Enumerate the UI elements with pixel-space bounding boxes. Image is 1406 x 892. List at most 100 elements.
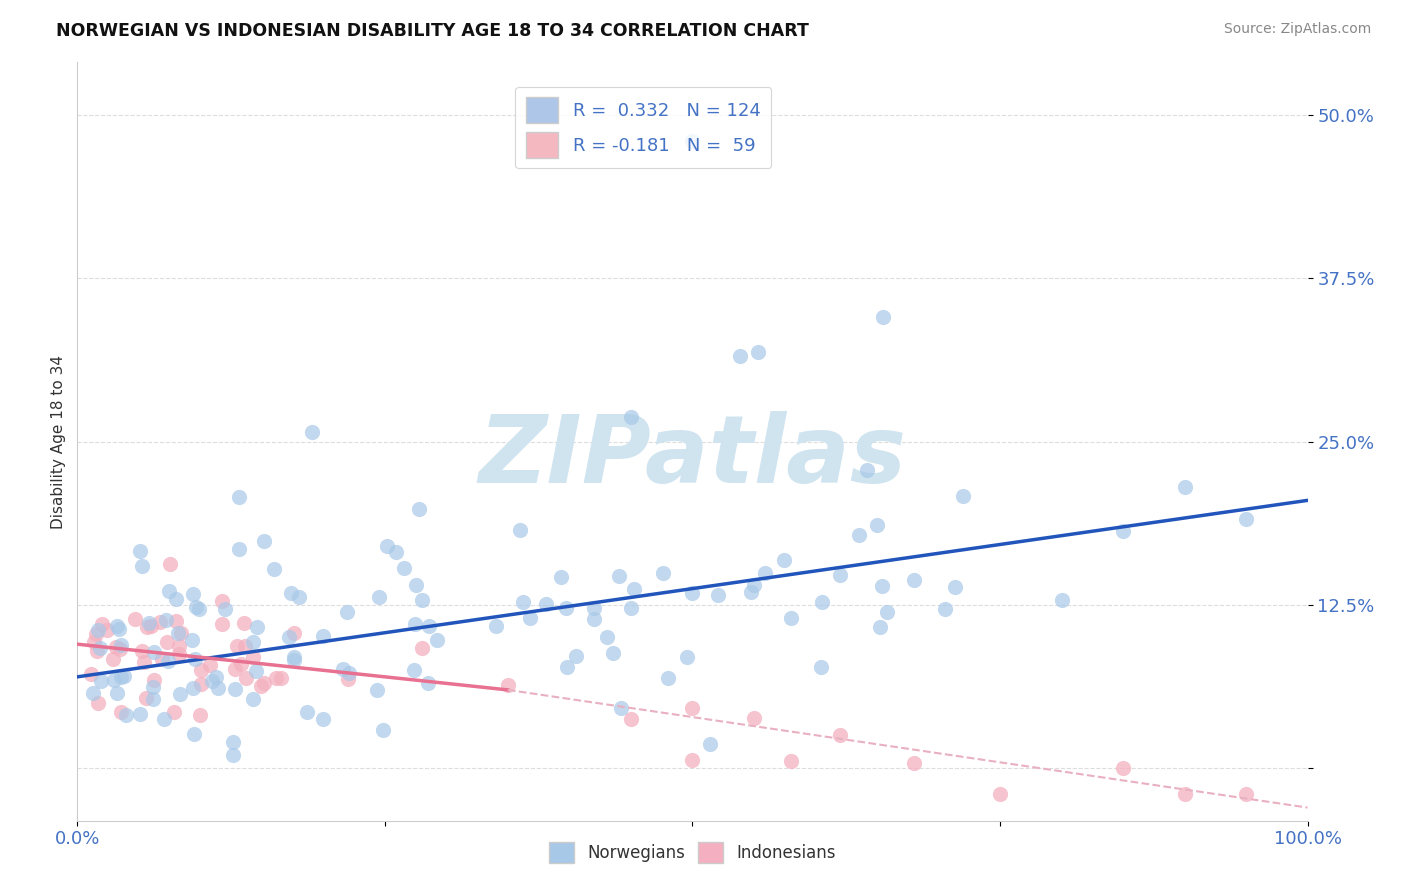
Point bbox=[876, 605, 898, 619]
Point bbox=[142, 680, 165, 694]
Legend: Norwegians, Indonesians: Norwegians, Indonesians bbox=[543, 836, 842, 869]
Point bbox=[555, 601, 578, 615]
Point bbox=[108, 641, 131, 656]
Point bbox=[252, 675, 274, 690]
Point bbox=[96, 624, 118, 638]
Point bbox=[934, 602, 956, 616]
Point bbox=[132, 655, 155, 669]
Point bbox=[810, 595, 832, 609]
Point bbox=[682, 586, 704, 600]
Point bbox=[411, 593, 433, 607]
Point bbox=[115, 707, 138, 722]
Point bbox=[89, 640, 111, 655]
Y-axis label: Disability Age 18 to 34: Disability Age 18 to 34 bbox=[51, 354, 66, 529]
Point bbox=[200, 673, 222, 688]
Point bbox=[103, 673, 125, 687]
Point bbox=[512, 595, 534, 609]
Point bbox=[103, 652, 125, 666]
Point bbox=[555, 660, 578, 674]
Point bbox=[129, 544, 152, 558]
Point bbox=[780, 610, 803, 624]
Point bbox=[222, 735, 245, 749]
Point bbox=[810, 660, 832, 674]
Point bbox=[131, 643, 153, 657]
Point bbox=[295, 705, 318, 719]
Point bbox=[484, 618, 506, 632]
Point bbox=[623, 582, 645, 596]
Point bbox=[190, 676, 212, 690]
Point bbox=[233, 640, 256, 654]
Point bbox=[159, 557, 181, 571]
Point bbox=[903, 573, 925, 587]
Point bbox=[534, 597, 557, 611]
Point bbox=[153, 712, 176, 726]
Point bbox=[903, 756, 925, 770]
Point bbox=[283, 650, 305, 665]
Point bbox=[426, 633, 449, 648]
Point bbox=[730, 349, 752, 363]
Point bbox=[86, 644, 108, 658]
Point bbox=[211, 617, 233, 632]
Point bbox=[411, 641, 433, 656]
Point bbox=[110, 670, 132, 684]
Point bbox=[405, 616, 427, 631]
Point bbox=[90, 673, 112, 688]
Point bbox=[112, 669, 135, 683]
Point bbox=[651, 566, 673, 581]
Point bbox=[283, 626, 305, 640]
Point bbox=[747, 344, 769, 359]
Point bbox=[742, 711, 765, 725]
Point bbox=[866, 517, 889, 532]
Point bbox=[830, 728, 852, 742]
Point bbox=[163, 705, 186, 719]
Point bbox=[509, 523, 531, 537]
Point bbox=[82, 686, 104, 700]
Point bbox=[226, 640, 249, 654]
Point bbox=[1234, 788, 1257, 802]
Point bbox=[188, 708, 211, 723]
Point bbox=[263, 562, 285, 576]
Point bbox=[136, 620, 159, 634]
Point bbox=[371, 723, 394, 738]
Point bbox=[337, 673, 360, 687]
Point bbox=[596, 630, 619, 644]
Point bbox=[657, 671, 679, 685]
Point bbox=[91, 616, 114, 631]
Point bbox=[105, 619, 128, 633]
Point bbox=[519, 611, 541, 625]
Point bbox=[550, 570, 572, 584]
Point bbox=[1174, 788, 1197, 802]
Point bbox=[181, 681, 204, 696]
Point bbox=[682, 701, 704, 715]
Point bbox=[142, 673, 165, 687]
Point bbox=[242, 635, 264, 649]
Point bbox=[150, 651, 173, 665]
Point bbox=[110, 638, 132, 652]
Point bbox=[87, 697, 110, 711]
Text: NORWEGIAN VS INDONESIAN DISABILITY AGE 18 TO 34 CORRELATION CHART: NORWEGIAN VS INDONESIAN DISABILITY AGE 1… bbox=[56, 22, 808, 40]
Point bbox=[165, 591, 187, 606]
Point bbox=[245, 665, 267, 679]
Point bbox=[416, 676, 439, 690]
Point bbox=[830, 568, 852, 582]
Point bbox=[278, 630, 301, 644]
Point bbox=[249, 679, 271, 693]
Point bbox=[80, 666, 103, 681]
Point bbox=[377, 539, 399, 553]
Point bbox=[128, 707, 150, 722]
Point bbox=[253, 533, 276, 548]
Point bbox=[181, 587, 204, 601]
Point bbox=[405, 577, 427, 591]
Point bbox=[183, 727, 205, 741]
Point bbox=[682, 134, 704, 148]
Point bbox=[682, 753, 704, 767]
Point bbox=[155, 613, 177, 627]
Point bbox=[1174, 480, 1197, 494]
Text: Source: ZipAtlas.com: Source: ZipAtlas.com bbox=[1223, 22, 1371, 37]
Point bbox=[1234, 511, 1257, 525]
Point bbox=[169, 688, 191, 702]
Point bbox=[246, 620, 269, 634]
Point bbox=[773, 553, 796, 567]
Point bbox=[280, 586, 302, 600]
Point bbox=[169, 640, 191, 654]
